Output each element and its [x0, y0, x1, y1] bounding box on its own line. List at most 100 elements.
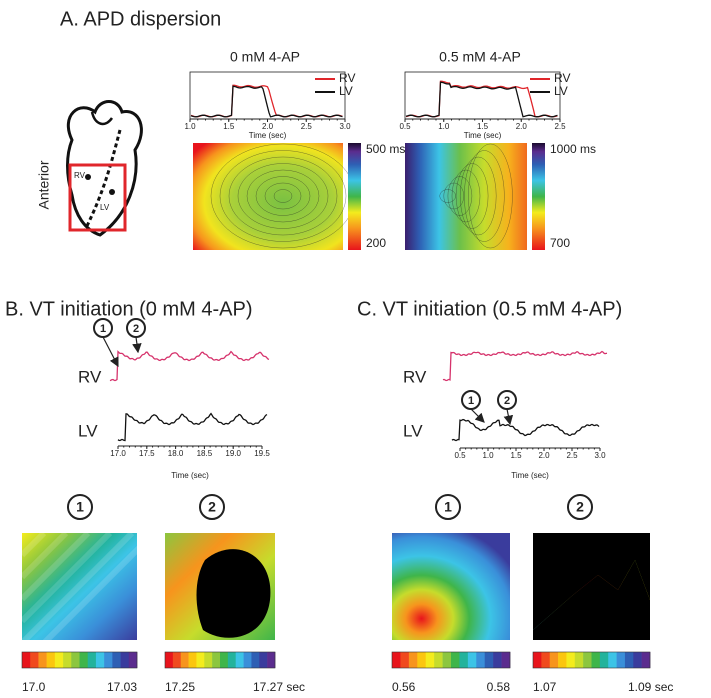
marker-circle: [126, 318, 146, 338]
colorbar-cell: [493, 652, 502, 668]
colorbar-cell: [459, 652, 469, 668]
colorbar-cell: [128, 652, 138, 668]
range-start: 17.25: [165, 680, 195, 694]
colorbar-cell: [71, 652, 80, 668]
colorbar-cell: [30, 652, 39, 668]
marker-arrow: [102, 336, 119, 368]
marker-label: 1: [76, 499, 84, 515]
colorbar-cell: [616, 652, 626, 668]
range-end: 17.03: [107, 680, 137, 694]
colorbar-cell: [22, 652, 31, 668]
range-end: 1.09 sec: [628, 680, 673, 694]
x-tick-label: 1.5: [477, 122, 489, 131]
marker-arrow: [470, 408, 485, 423]
colorbar-frame: [532, 651, 651, 669]
contour: [439, 189, 456, 203]
colorbar-cell: [501, 652, 511, 668]
trace: [442, 350, 608, 382]
contour: [264, 182, 302, 210]
x-tick-label: 19.5: [254, 449, 270, 458]
contour: [228, 156, 338, 236]
marker-label: 1: [100, 323, 106, 335]
colorbar-cell: [633, 652, 642, 668]
colorbar-cell: [425, 652, 435, 668]
colorbar-cell: [87, 652, 97, 668]
colorbar-cell: [212, 652, 221, 668]
contour: [273, 189, 293, 203]
colorbar-cell: [533, 652, 542, 668]
colorbar-cell: [267, 652, 276, 668]
colorbar-cell: [235, 652, 244, 668]
trace-label: RV: [403, 367, 427, 386]
colorbar-max: 500 ms: [366, 142, 405, 156]
unexcited-region: [533, 533, 650, 630]
x-tick-label: 19.0: [225, 449, 241, 458]
marker-label: 2: [133, 323, 139, 335]
colorbar-cell: [476, 652, 486, 668]
heart-lv: LV: [100, 203, 110, 212]
legend-label: RV: [339, 71, 355, 85]
marker-arrow: [132, 336, 142, 354]
colorbar-cell: [434, 652, 443, 668]
heart-rv: RV: [74, 171, 86, 180]
colorbar-cell: [574, 652, 584, 668]
colorbar-cell: [417, 652, 427, 668]
colorbar-cell: [599, 652, 609, 668]
x-tick-label: 2.5: [566, 451, 578, 460]
marker-label: 2: [208, 499, 216, 515]
colorbar-cell: [196, 652, 205, 668]
range-end: 17.27 sec: [253, 680, 305, 694]
colorbar-cell: [608, 652, 617, 668]
marker-arrow: [503, 408, 514, 426]
colorbar-cell: [95, 652, 105, 668]
marker-circle: [497, 390, 517, 410]
trace-label: RV: [78, 367, 102, 386]
colorbar-frame: [164, 651, 276, 669]
marker-label: 1: [444, 499, 452, 515]
block-region: [196, 549, 271, 638]
range-end: 0.58: [487, 680, 511, 694]
colorbar-cell: [451, 652, 460, 668]
x-tick-label: 0.5: [399, 122, 411, 131]
colorbar-cell: [46, 652, 56, 668]
colorbar-cell: [172, 652, 182, 668]
x-tick-label: 2.5: [554, 122, 566, 131]
isochrone: [19, 530, 135, 646]
colorbar-cell: [408, 652, 418, 668]
activation-map: [392, 533, 510, 640]
x-tick-label: 0.5: [454, 451, 466, 460]
colorbar-cell: [400, 652, 410, 668]
marker-circle: [199, 494, 225, 520]
contour: [464, 150, 505, 242]
colorbar-min: 200: [366, 236, 386, 250]
legend-label: LV: [554, 84, 568, 98]
marker-circle: [461, 390, 481, 410]
contour: [460, 156, 497, 236]
marker-label: 2: [504, 395, 510, 407]
colorbar-cell: [251, 652, 260, 668]
marker-circle: [567, 494, 593, 520]
colorbar-cell: [63, 652, 72, 668]
x-tick-label: 17.0: [110, 449, 126, 458]
colorbar-cell: [54, 652, 64, 668]
marker-label: 2: [576, 499, 584, 515]
marker-circle: [67, 494, 93, 520]
trace: [117, 412, 268, 442]
x-tick-label: 3.0: [339, 122, 351, 131]
colorbar-cell: [442, 652, 452, 668]
colorbar-cell: [188, 652, 197, 668]
heart-diagram: [66, 100, 143, 237]
contour: [219, 150, 347, 242]
colorbar-cell: [227, 652, 237, 668]
colorbar-cell: [484, 652, 494, 668]
colorbar: [348, 143, 361, 250]
panel-title: B. VT initiation (0 mM 4-AP): [5, 298, 252, 320]
condition-title: 0 mM 4-AP: [230, 49, 300, 65]
x-tick-label: 1.5: [510, 451, 522, 460]
contour: [246, 169, 320, 223]
contour: [468, 143, 513, 249]
x-tick-label: 2.0: [538, 451, 550, 460]
colorbar-cell: [566, 652, 576, 668]
isochrone: [19, 530, 69, 580]
